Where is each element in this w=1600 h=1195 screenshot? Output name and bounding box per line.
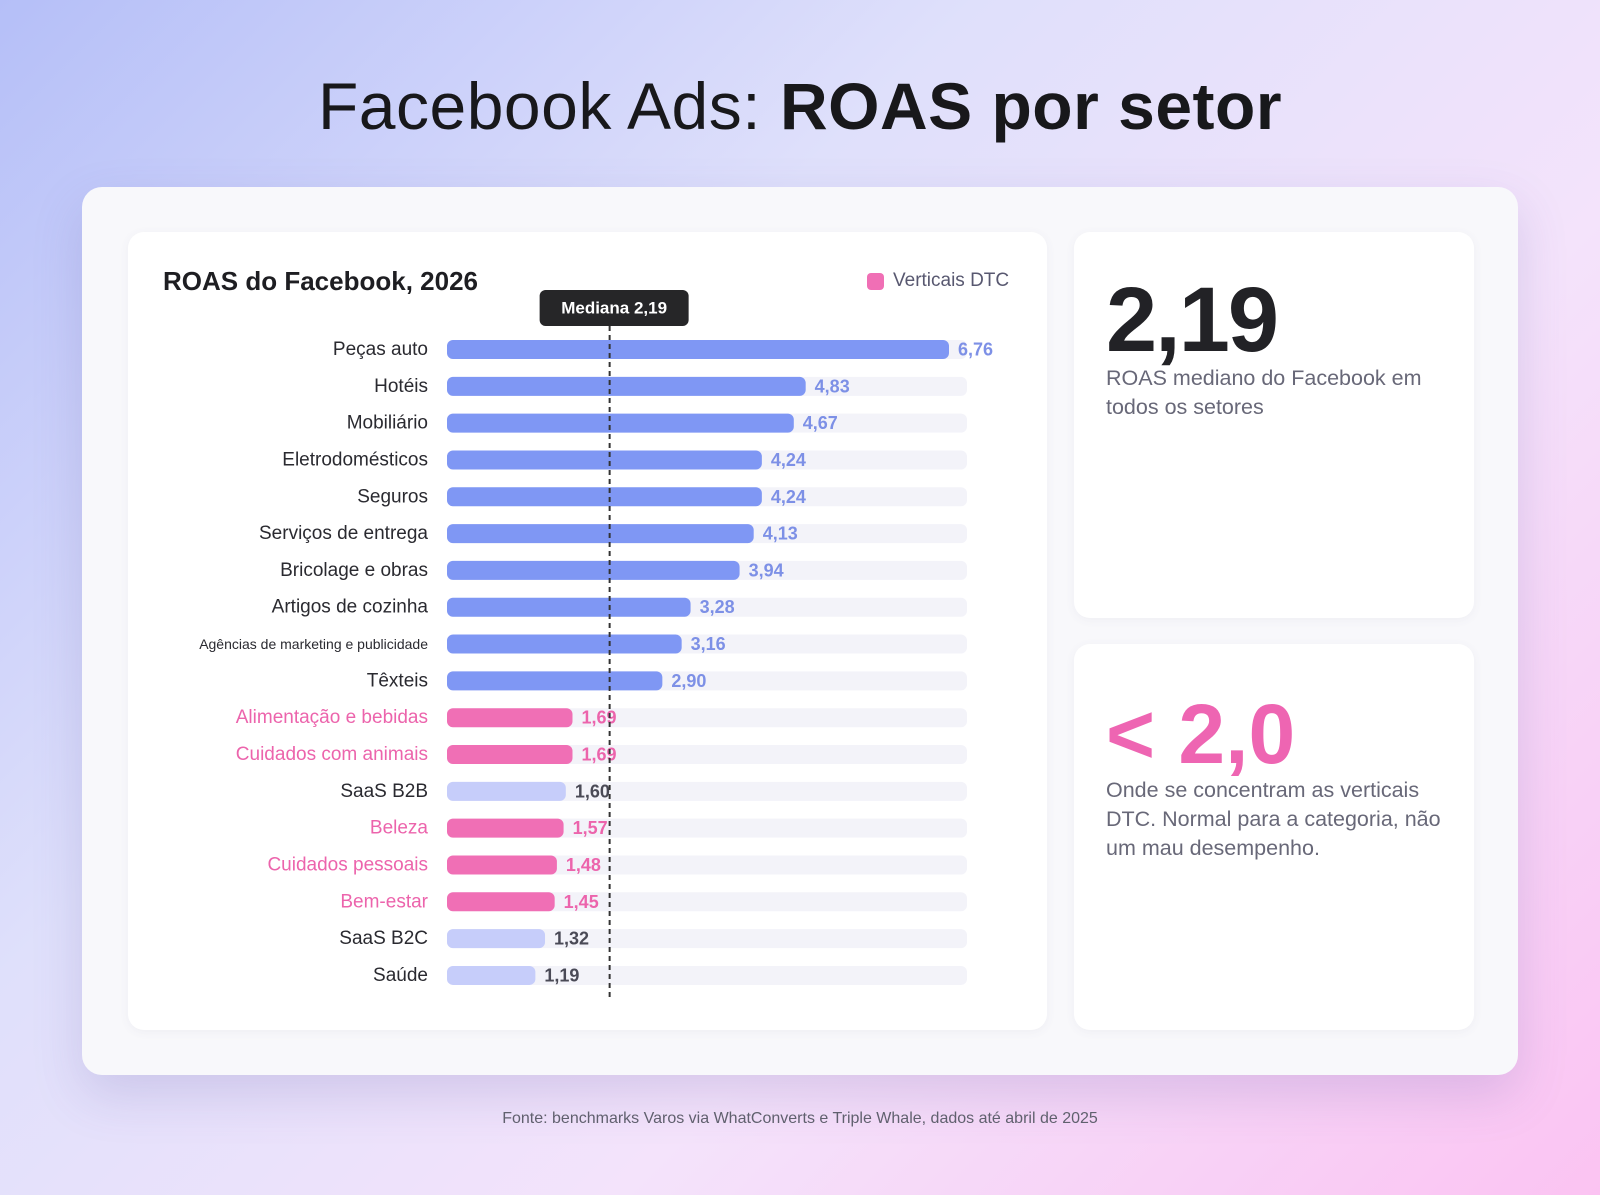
bar-track xyxy=(447,892,967,912)
page-title-regular: Facebook Ads: xyxy=(317,69,780,143)
bar xyxy=(447,376,806,396)
value-label: 4,13 xyxy=(763,524,798,544)
chart-legend: Verticais DTC xyxy=(867,270,1009,292)
category-label: Têxteis xyxy=(367,670,428,691)
value-label: 1,69 xyxy=(582,708,617,728)
category-label: Saúde xyxy=(373,965,428,986)
category-label: Bricolage e obras xyxy=(280,560,428,581)
bar xyxy=(447,524,754,544)
source-note: Fonte: benchmarks Varos via WhatConverts… xyxy=(502,1110,1098,1127)
legend-label-dtc: Verticais DTC xyxy=(893,270,1010,291)
value-label: 1,48 xyxy=(566,855,601,875)
category-label: Agências de marketing e publicidade xyxy=(199,636,428,652)
bar xyxy=(447,560,740,580)
category-label: Artigos de cozinha xyxy=(272,597,429,618)
value-label: 1,69 xyxy=(582,745,617,765)
bar-track xyxy=(447,929,967,949)
dtc-stat-description: Onde se concentram as verticais DTC. Nor… xyxy=(1106,778,1441,860)
bar xyxy=(447,965,536,985)
page-title-bold: ROAS por setor xyxy=(779,69,1283,143)
category-label: Hotéis xyxy=(374,376,428,397)
bar xyxy=(447,892,555,912)
bar xyxy=(447,597,691,617)
page-title: Facebook Ads: ROAS por setor xyxy=(0,66,1600,146)
category-label: Cuidados com animais xyxy=(236,744,428,765)
bar xyxy=(447,745,573,765)
bar-track xyxy=(447,965,967,985)
bar xyxy=(447,781,566,801)
bar-track xyxy=(447,708,967,728)
value-label: 4,83 xyxy=(815,376,850,396)
category-label: SaaS B2C xyxy=(339,928,428,949)
bar-track xyxy=(447,818,967,838)
dtc-stat-value: < 2,0 xyxy=(1106,687,1296,781)
chart-title: ROAS do Facebook, 2026 xyxy=(163,266,478,296)
bar xyxy=(447,929,546,949)
value-label: 3,94 xyxy=(749,560,784,580)
category-label: Peças auto xyxy=(333,339,428,360)
dtc-stat-card: < 2,0 Onde se concentram as verticais DT… xyxy=(1074,644,1474,1030)
category-label: Alimentação e bebidas xyxy=(236,707,428,728)
category-label: Seguros xyxy=(357,486,428,507)
category-label: Bem-estar xyxy=(340,891,428,912)
category-label: Serviços de entrega xyxy=(259,523,428,544)
median-label: Mediana 2,19 xyxy=(561,299,667,318)
bar xyxy=(447,340,949,359)
value-label: 1,60 xyxy=(575,781,610,801)
value-label: 1,19 xyxy=(544,965,579,985)
category-label: SaaS B2B xyxy=(340,781,428,802)
median-stat-card: 2,19 ROAS mediano do Facebook em todos o… xyxy=(1074,232,1474,618)
category-label: Eletrodomésticos xyxy=(282,449,428,470)
value-label: 4,24 xyxy=(771,487,806,507)
category-label: Mobiliário xyxy=(347,413,428,434)
value-label: 6,76 xyxy=(958,340,993,360)
bar-track xyxy=(447,855,967,875)
value-label: 3,28 xyxy=(700,597,735,617)
bar xyxy=(447,413,794,433)
median-badge xyxy=(539,290,689,326)
bar xyxy=(447,855,557,875)
value-label: 1,57 xyxy=(573,818,608,838)
value-label: 4,24 xyxy=(771,450,806,470)
category-label: Beleza xyxy=(370,818,429,839)
value-label: 1,45 xyxy=(564,892,599,912)
median-stat-value: 2,19 xyxy=(1106,269,1279,371)
bar xyxy=(447,708,573,728)
value-label: 1,32 xyxy=(554,929,589,949)
bar xyxy=(447,671,663,691)
bar-track xyxy=(447,781,967,801)
bar xyxy=(447,634,682,654)
bar xyxy=(447,487,762,507)
median-stat-description: ROAS mediano do Facebook em todos os set… xyxy=(1106,366,1422,419)
bar-track xyxy=(447,745,967,765)
value-label: 2,90 xyxy=(671,671,706,691)
legend-swatch-dtc xyxy=(867,272,884,290)
category-label: Cuidados pessoais xyxy=(267,854,428,875)
bar xyxy=(447,450,762,470)
value-label: 4,67 xyxy=(803,413,838,433)
value-label: 3,16 xyxy=(691,634,726,654)
bar xyxy=(447,818,564,838)
